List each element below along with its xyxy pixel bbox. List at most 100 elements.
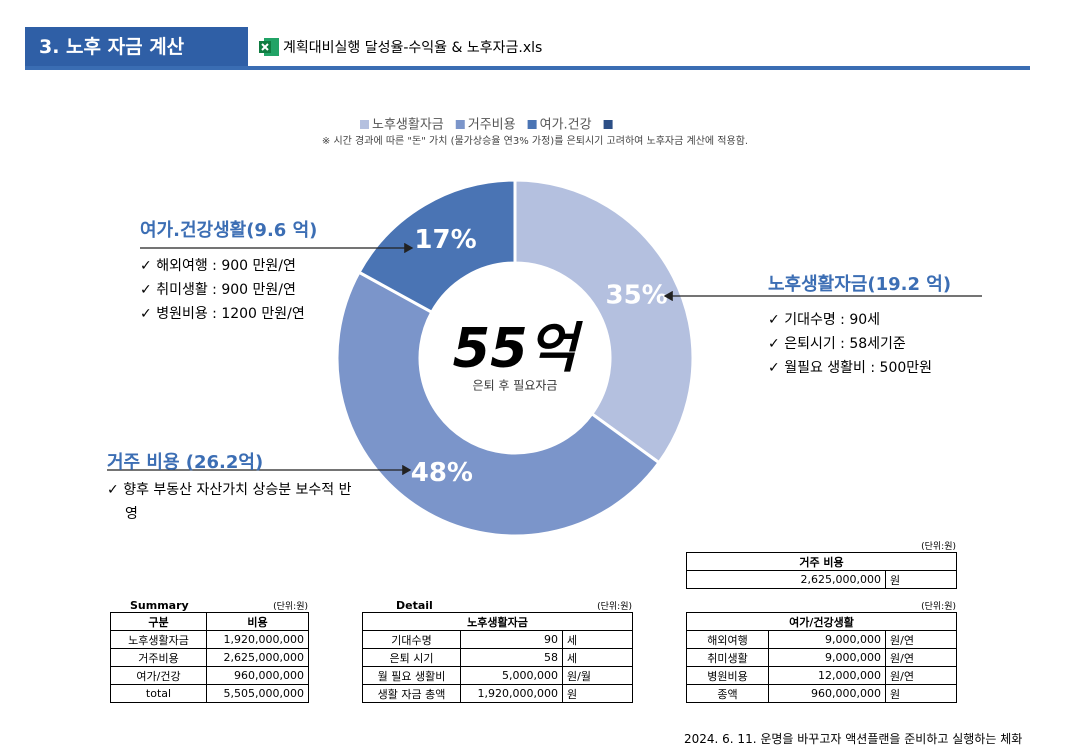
cell: 세 [561,648,634,667]
legend-label: 노후생활자금 [372,118,444,133]
cell: 5,000,000 [460,666,563,685]
header-cell: 노후생활자금 [361,612,634,631]
header-cell: 비용 [206,612,309,631]
table-unit: (단위:원) [921,602,956,612]
cell: 1,920,000,000 [460,684,563,703]
cell: 거주비용 [110,648,207,667]
callout-item: 해외여행 : 900 만원/연 [140,254,317,278]
row: 월 필요 생활비 5,000,000 원/월 [362,666,634,685]
cell: 960,000,000 [206,666,309,685]
cell: 세 [561,630,634,649]
cell: 9,000,000 [768,630,886,649]
segment-label: 48% [411,458,473,488]
cell: 종액 [686,684,769,703]
legend-swatch [455,120,465,129]
leisure-table: (단위:원) 여가/건강생활 해외여행 9,000,000 원/연 취미생활 9,000,0… [685,598,958,703]
cell: 원/월 [561,666,634,685]
cell: 1,920,000,000 [206,630,309,649]
row: 거주비용 2,625,000,000 [110,648,309,667]
cell: 해외여행 [686,630,769,649]
footer: 2024. 6. 11. 운명을 바꾸고자 액션플랜을 준비하고 실행하는 체화 [684,732,1023,746]
cell: 5,505,000,000 [206,684,309,703]
row: 여가/건강 960,000,000 [110,666,309,685]
cell: 9,000,000 [768,648,886,667]
cell: 월 필요 생활비 [362,666,461,685]
table-caption: Summary (단위:원) [110,598,308,612]
cell: 960,000,000 [768,684,886,703]
cell: 원/연 [884,630,958,649]
section-title: 3. 노후 자금 계산 [25,27,248,68]
legend-label: 여가.건강 [540,118,592,133]
cell: 2,625,000,000 [206,648,309,667]
cell: 58 [460,648,563,667]
segment-label: 17% [414,225,476,255]
cell: 원 [561,684,634,703]
row: 2,625,000,000 원 [686,570,957,589]
table-unit: (단위:원) [597,602,632,612]
table-caption: (단위:원) [686,538,956,552]
table-unit: (단위:원) [273,602,308,612]
header-rule [25,66,1030,70]
cell: 여가/건강 [110,666,207,685]
legend-label: 거주비용 [468,118,516,133]
table: 노후생활자금 기대수명 90 세 은퇴 시기 58 세 월 필요 생활비 5,000,000 원/… [361,612,634,703]
callout: 거주 비용 (26.2억) 향후 부동산 자산가치 상승분 보수적 반영 [107,448,357,526]
cell: 노후생활자금 [110,630,207,649]
table-title: Summary [130,599,189,612]
row: 노후생활자금 1,920,000,000 [110,630,309,649]
cell: 90 [460,630,563,649]
cell: 원 [884,684,958,703]
legend-swatch [603,120,613,129]
callout-item: 병원비용 : 1200 만원/연 [140,302,317,326]
cell: 원 [885,570,957,589]
callout-item: 향후 부동산 자산가치 상승분 보수적 반영 [107,478,357,526]
row: 종액 960,000,000 원 [686,684,958,703]
header-row: 거주 비용 [686,552,957,571]
cell: total [110,684,207,703]
callout-title: 거주 비용 (26.2억) [107,452,264,473]
row: 생활 자금 총액 1,920,000,000 원 [362,684,634,703]
summary-table: Summary (단위:원) 구분 비용 노후생활자금 1,920,000,000 거주비용… [110,598,309,703]
cell: 은퇴 시기 [362,648,461,667]
cell: 병원비용 [686,666,769,685]
cell: 생활 자금 총액 [362,684,461,703]
donut-segment [356,178,517,315]
callout-item: 은퇴시기 : 58세기준 [768,332,951,356]
table-unit: (단위:원) [921,542,956,552]
table: 거주 비용 2,625,000,000 원 [686,552,957,589]
donut-segment [513,178,695,465]
legend-swatch [360,120,369,129]
table-caption: Detail (단위:원) [362,598,632,612]
row: 취미생활 9,000,000 원/연 [686,648,958,667]
housing-table: (단위:원) 거주 비용 2,625,000,000 원 [686,538,957,589]
cell: 12,000,000 [768,666,886,685]
table: 여가/건강생활 해외여행 9,000,000 원/연 취미생활 9,000,000 원/연 병… [685,612,958,703]
cell: 원/연 [884,648,958,667]
cell: 2,625,000,000 [686,570,886,589]
callout-item: 기대수명 : 90세 [768,308,951,332]
donut-segment [335,270,662,538]
table-title: Detail [396,599,433,612]
cell: 기대수명 [362,630,461,649]
callout-title: 여가.건강생활(9.6 억) [140,220,318,241]
row: 기대수명 90 세 [362,630,634,649]
header-cell: 여가/건강생활 [685,612,958,631]
header-cell: 거주 비용 [686,552,957,571]
chart-subtitle: ※ 시간 경과에 따른 "돈" 가치 (물가상승율 연3% 가정)를 은퇴시기 … [322,134,748,147]
callout-title: 노후생활자금(19.2 억) [768,274,952,295]
center-sublabel: 은퇴 후 필요자금 [473,379,558,393]
legend-swatch [527,120,537,129]
row: 병원비용 12,000,000 원/연 [686,666,958,685]
row: total 5,505,000,000 [110,684,309,703]
cell: 취미생활 [686,648,769,667]
header-row: 여가/건강생활 [685,612,958,631]
detail-table: Detail (단위:원) 노후생활자금 기대수명 90 세 은퇴 시기 58 세 월 필요 생활… [361,598,634,703]
table: 구분 비용 노후생활자금 1,920,000,000 거주비용 2,625,000,000… [110,612,309,703]
file-name: 계획대비실행 달성율-수익율 & 노후자금.xls [283,40,543,56]
